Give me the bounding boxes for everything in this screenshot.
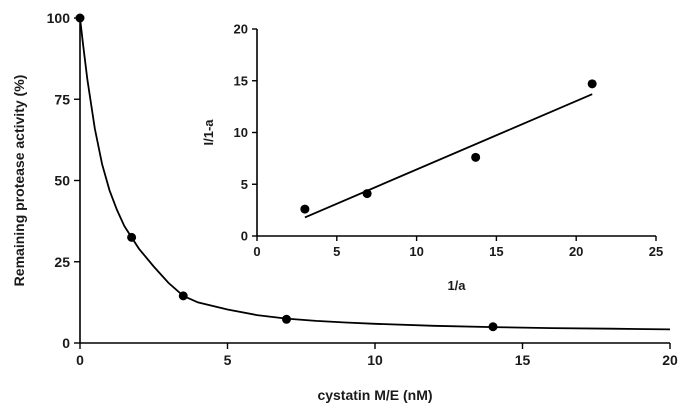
main-data-point (179, 291, 188, 300)
inset-y-tick-label: 10 (234, 125, 248, 140)
inset-data-point (588, 79, 597, 88)
main-x-tick-label: 0 (76, 352, 84, 368)
inset-data-point (363, 189, 372, 198)
inset-y-tick-label: 20 (234, 22, 248, 37)
main-data-point (489, 322, 498, 331)
inset-y-tick-label: 0 (241, 229, 248, 244)
inset-x-tick-label: 0 (253, 244, 260, 259)
main-y-tick-label: 100 (47, 10, 71, 26)
inset-data-point (471, 153, 480, 162)
inset-x-tick-label: 5 (333, 244, 340, 259)
inset-y-axis-title: I/1-a (201, 119, 216, 146)
inset-y-tick-label: 15 (234, 73, 248, 88)
main-y-tick-label: 75 (54, 91, 70, 107)
main-data-point (282, 315, 291, 324)
inset-chart-group: 0 5 10 15 20 25 0 5 10 15 20 1/a I/1-a (201, 19, 670, 293)
main-data-point (127, 233, 136, 242)
inset-x-tick-label: 10 (409, 244, 423, 259)
inset-x-axis-title: 1/a (447, 278, 466, 293)
inset-x-tick-label: 25 (649, 244, 663, 259)
inset-background (211, 19, 670, 288)
inset-y-tick-label: 5 (241, 177, 248, 192)
inset-x-tick-label: 15 (489, 244, 503, 259)
main-y-tick-label: 25 (54, 254, 70, 270)
main-y-axis-title: Remaining protease activity (%) (11, 75, 27, 287)
main-y-tick-label: 50 (54, 173, 70, 189)
inset-data-point (300, 205, 309, 214)
main-x-tick-label: 10 (367, 352, 383, 368)
main-x-tick-label: 5 (224, 352, 232, 368)
main-x-tick-label: 20 (662, 352, 678, 368)
inset-x-tick-label: 20 (569, 244, 583, 259)
main-x-tick-label: 15 (515, 352, 531, 368)
main-y-tick-label: 0 (62, 335, 70, 351)
main-x-axis-title: cystatin M/E (nM) (317, 387, 432, 403)
main-data-point (76, 14, 85, 23)
